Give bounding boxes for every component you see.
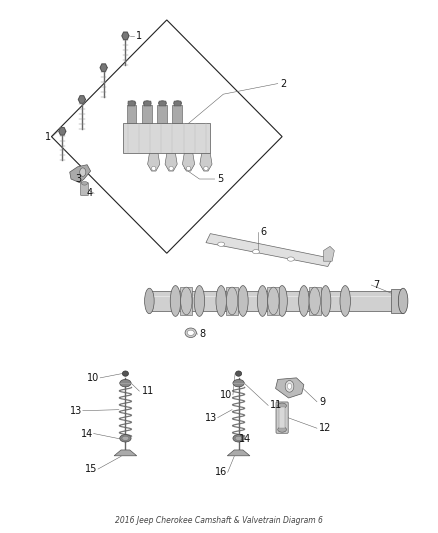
Polygon shape	[59, 127, 66, 135]
Polygon shape	[78, 96, 85, 103]
Ellipse shape	[81, 181, 88, 185]
Ellipse shape	[226, 287, 238, 315]
Ellipse shape	[204, 166, 208, 171]
Ellipse shape	[340, 286, 350, 317]
FancyBboxPatch shape	[149, 292, 393, 311]
Text: 12: 12	[319, 423, 332, 433]
Ellipse shape	[185, 328, 196, 337]
Ellipse shape	[321, 286, 331, 317]
Ellipse shape	[268, 287, 279, 315]
Text: 10: 10	[87, 373, 99, 383]
FancyBboxPatch shape	[267, 287, 279, 315]
Ellipse shape	[278, 403, 286, 408]
FancyBboxPatch shape	[81, 183, 88, 196]
Ellipse shape	[122, 436, 129, 440]
FancyBboxPatch shape	[123, 123, 210, 152]
Ellipse shape	[152, 166, 156, 171]
Ellipse shape	[145, 288, 154, 314]
FancyBboxPatch shape	[159, 101, 166, 106]
Ellipse shape	[253, 249, 259, 254]
Text: 2: 2	[280, 78, 286, 88]
Polygon shape	[200, 154, 212, 171]
Ellipse shape	[174, 101, 182, 106]
Polygon shape	[122, 32, 129, 39]
Ellipse shape	[122, 371, 128, 376]
Text: 1: 1	[136, 31, 142, 41]
Polygon shape	[206, 233, 332, 266]
Polygon shape	[276, 378, 304, 398]
Polygon shape	[114, 450, 137, 456]
Ellipse shape	[233, 379, 244, 387]
Ellipse shape	[257, 286, 268, 317]
Text: 15: 15	[85, 464, 97, 474]
Ellipse shape	[169, 166, 173, 171]
FancyBboxPatch shape	[180, 287, 192, 315]
FancyBboxPatch shape	[142, 105, 152, 123]
Text: 8: 8	[199, 329, 205, 340]
Ellipse shape	[143, 101, 151, 106]
Ellipse shape	[186, 166, 191, 171]
FancyBboxPatch shape	[128, 101, 135, 106]
Ellipse shape	[233, 434, 244, 442]
FancyBboxPatch shape	[157, 105, 167, 123]
FancyBboxPatch shape	[173, 105, 182, 123]
Ellipse shape	[287, 257, 294, 261]
Text: 10: 10	[220, 390, 232, 400]
Text: 13: 13	[70, 406, 82, 416]
Text: 16: 16	[215, 467, 227, 477]
Polygon shape	[323, 246, 334, 261]
Text: 5: 5	[217, 174, 223, 184]
FancyBboxPatch shape	[391, 288, 403, 313]
Ellipse shape	[181, 287, 192, 315]
Ellipse shape	[170, 286, 181, 317]
Ellipse shape	[309, 287, 321, 315]
Ellipse shape	[278, 427, 286, 432]
Text: 1: 1	[45, 132, 51, 142]
Ellipse shape	[299, 286, 309, 317]
Ellipse shape	[285, 381, 294, 392]
FancyBboxPatch shape	[226, 287, 238, 315]
FancyBboxPatch shape	[174, 101, 181, 106]
Polygon shape	[70, 165, 91, 183]
Text: 4: 4	[87, 188, 93, 198]
FancyBboxPatch shape	[309, 287, 321, 315]
Text: 6: 6	[260, 227, 266, 237]
Ellipse shape	[238, 286, 248, 317]
FancyBboxPatch shape	[279, 407, 285, 428]
FancyBboxPatch shape	[144, 101, 151, 106]
Text: 13: 13	[205, 413, 217, 423]
Ellipse shape	[287, 383, 292, 389]
Text: 11: 11	[270, 400, 283, 410]
FancyBboxPatch shape	[276, 402, 288, 433]
Ellipse shape	[187, 330, 194, 335]
Polygon shape	[183, 154, 194, 171]
Ellipse shape	[128, 101, 136, 106]
Text: 3: 3	[76, 174, 82, 184]
Ellipse shape	[216, 286, 226, 317]
Text: 7: 7	[374, 280, 380, 290]
Text: 11: 11	[141, 386, 154, 396]
Ellipse shape	[398, 288, 408, 314]
Ellipse shape	[120, 434, 131, 442]
Ellipse shape	[159, 101, 166, 106]
Ellipse shape	[80, 168, 86, 176]
Text: 9: 9	[319, 397, 325, 407]
Polygon shape	[148, 154, 160, 171]
Text: 14: 14	[239, 434, 251, 444]
Ellipse shape	[120, 379, 131, 387]
Ellipse shape	[194, 286, 205, 317]
Ellipse shape	[277, 286, 287, 317]
FancyBboxPatch shape	[127, 105, 136, 123]
Polygon shape	[100, 64, 107, 71]
Ellipse shape	[235, 436, 242, 440]
Polygon shape	[227, 450, 250, 456]
Ellipse shape	[236, 371, 242, 376]
Ellipse shape	[218, 242, 225, 246]
Text: 2016 Jeep Cherokee Camshaft & Valvetrain Diagram 6: 2016 Jeep Cherokee Camshaft & Valvetrain…	[115, 516, 323, 525]
Text: 14: 14	[81, 429, 93, 439]
Polygon shape	[165, 154, 177, 171]
